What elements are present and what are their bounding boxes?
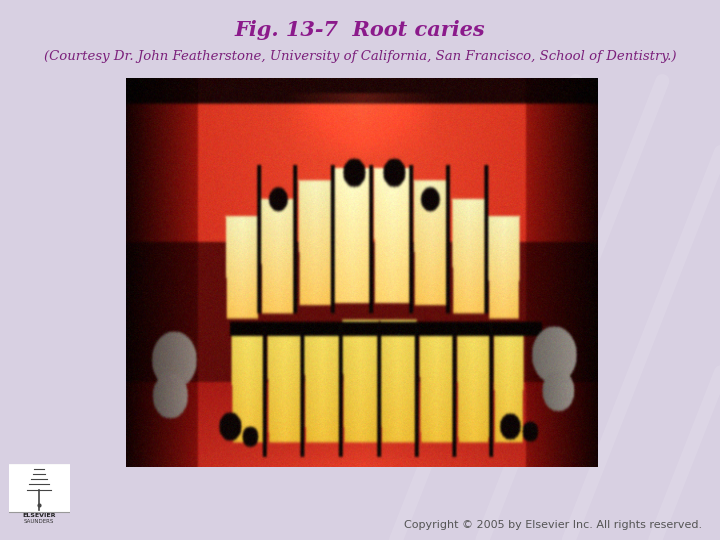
Text: SAUNDERS: SAUNDERS: [24, 519, 55, 524]
Text: (Courtesy Dr. John Featherstone, University of California, San Francisco, School: (Courtesy Dr. John Featherstone, Univers…: [44, 50, 676, 63]
Text: Fig. 13-7  Root caries: Fig. 13-7 Root caries: [235, 19, 485, 40]
FancyBboxPatch shape: [7, 463, 71, 512]
Text: Copyright © 2005 by Elsevier Inc. All rights reserved.: Copyright © 2005 by Elsevier Inc. All ri…: [404, 520, 702, 530]
Text: ELSEVIER: ELSEVIER: [22, 513, 56, 518]
